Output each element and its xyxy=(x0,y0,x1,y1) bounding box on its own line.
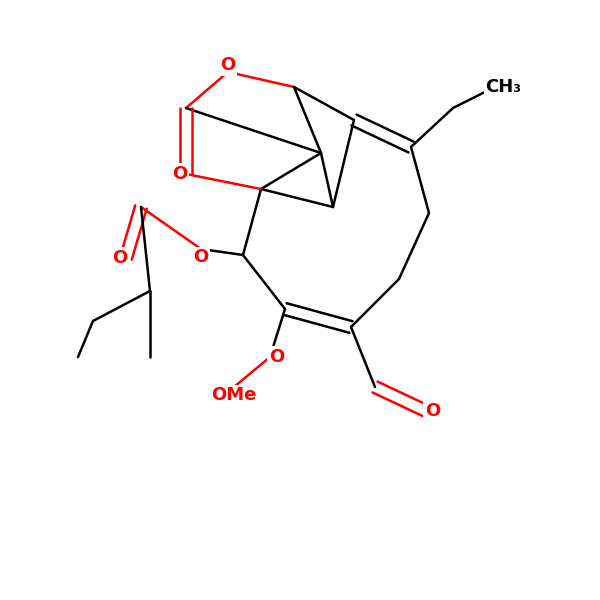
Text: O: O xyxy=(193,248,209,266)
Text: O: O xyxy=(220,56,236,74)
Text: O: O xyxy=(112,249,127,267)
Text: O: O xyxy=(269,348,284,366)
Text: CH₃: CH₃ xyxy=(485,78,521,96)
Text: O: O xyxy=(172,165,187,183)
Text: OMe: OMe xyxy=(211,386,257,404)
Text: O: O xyxy=(425,402,440,420)
